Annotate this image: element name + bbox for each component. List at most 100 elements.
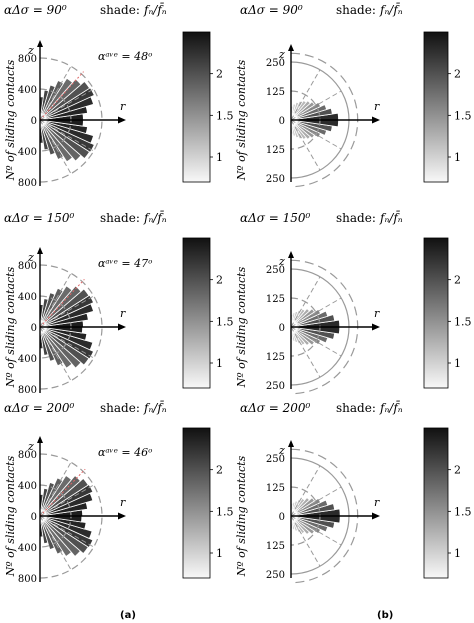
- rose-wedge: [39, 298, 49, 328]
- average-angle-line: [39, 468, 86, 517]
- rose-wedge: [39, 119, 95, 144]
- z-axis-arrowhead: [288, 440, 294, 447]
- guide-radial: [290, 276, 321, 328]
- rose-wedge: [39, 84, 56, 121]
- y-axis-label: Nº of sliding contacts: [235, 266, 248, 388]
- tick-label: 0: [279, 323, 285, 334]
- rose-wedge: [290, 497, 310, 517]
- tick-label: 400: [18, 147, 37, 158]
- rose-wedge: [39, 89, 50, 121]
- colorbar-tick-label: 1: [216, 357, 223, 370]
- guide-radial: [290, 297, 342, 328]
- tick-label: 0: [279, 512, 285, 523]
- colorbar-tick-label: 1.5: [216, 315, 234, 328]
- rose-wedge: [39, 515, 93, 540]
- tick-label: 250: [266, 570, 285, 581]
- colorbar-tick-label: 1.5: [216, 109, 234, 122]
- guide-radial: [290, 69, 321, 121]
- guide-circle: [39, 453, 103, 579]
- y-axis-label: Nº of sliding contacts: [235, 455, 248, 577]
- rose-chart-a-2: αΔσ = 150⁰ shade: fₙ/f̄ₙ αᵃᵛᵉ = 47ᵒ z r 800 400…: [4, 209, 234, 396]
- r-axis-label: r: [374, 100, 380, 113]
- chart-title-shade: shade:: [336, 3, 376, 17]
- colorbar-tick-label: 1: [454, 357, 461, 370]
- tick-label: 0: [279, 116, 285, 127]
- tick-label: 400: [18, 85, 37, 96]
- r-axis-label: r: [374, 307, 380, 320]
- rose-wedge: [290, 103, 297, 121]
- guide-radial: [290, 486, 342, 517]
- guide-radial: [39, 66, 72, 121]
- chart-title-shade: shade:: [100, 211, 140, 225]
- guide-radial: [39, 119, 94, 152]
- rose-chart-b-2: αΔσ = 150⁰ shade: fₙ/f̄ₙ z r 250 125 0 125 250 Nº …: [235, 209, 472, 395]
- chart-title-shade: shade:: [100, 401, 140, 415]
- colorbar: [423, 237, 449, 389]
- z-axis-label: z: [27, 440, 34, 453]
- average-angle-label: αᵃᵛᵉ = 48ᵒ: [98, 50, 152, 63]
- r-axis-label: r: [120, 307, 126, 320]
- guide-radial: [290, 119, 342, 150]
- rose-wedge: [39, 326, 95, 360]
- rose-wedge: [39, 487, 49, 517]
- r-axis-arrowhead: [118, 323, 126, 331]
- rose-wedge: [290, 101, 300, 121]
- guide-radial: [290, 119, 321, 171]
- chart-title-shade: shade:: [100, 3, 140, 17]
- z-axis-label: z: [27, 44, 34, 57]
- guide-radial: [39, 295, 94, 328]
- tick-label: 125: [266, 352, 285, 363]
- tick-label: 0: [31, 323, 37, 334]
- colorbar: [423, 31, 449, 183]
- z-axis-label: z: [27, 251, 34, 264]
- z-axis-arrowhead: [288, 44, 294, 51]
- rose-wedge: [39, 484, 94, 517]
- tick-label: 250: [266, 58, 285, 69]
- tick-label: 250: [266, 265, 285, 276]
- rose-wedge: [39, 285, 73, 328]
- colorbar: [182, 237, 211, 389]
- tick-label: 0: [31, 116, 37, 127]
- average-angle-line: [39, 71, 84, 121]
- z-axis-arrowhead: [37, 247, 43, 254]
- rose-wedge: [39, 285, 82, 328]
- r-axis-arrowhead: [372, 116, 380, 124]
- average-angle-label: αᵃᵛᵉ = 47ᵒ: [98, 257, 152, 270]
- guide-radial: [39, 462, 72, 517]
- colorbar-tick-label: 1.5: [216, 505, 234, 518]
- r-axis-label: r: [120, 496, 126, 509]
- rose-wedge: [39, 515, 94, 548]
- colorbar: [423, 427, 449, 579]
- colorbar: [182, 31, 211, 183]
- chart-title-shade: shade:: [336, 401, 376, 415]
- rose-wedge: [39, 326, 94, 351]
- guide-circle: [39, 57, 103, 183]
- chart-title-variable: fₙ/f̄ₙ: [143, 399, 167, 415]
- chart-title-shade: shade:: [336, 211, 376, 225]
- panel-label-b: (b): [377, 610, 393, 621]
- rose-wedge: [39, 326, 88, 341]
- z-axis-label: z: [278, 48, 285, 61]
- rose-wedge: [39, 119, 95, 153]
- guide-radial: [290, 515, 342, 546]
- rose-wedge: [290, 497, 306, 517]
- tick-label: 400: [18, 543, 37, 554]
- colorbar-tick-label: 1: [454, 547, 461, 560]
- rose-chart-b-1: αΔσ = 90⁰ shade: fₙ/f̄ₙ z r 250 125 0 125 250 Nº o…: [235, 1, 472, 188]
- panel-label-a: (a): [120, 610, 136, 621]
- z-axis-arrowhead: [37, 40, 43, 47]
- rose-wedge: [290, 308, 310, 328]
- chart-title-angle: αΔσ = 90⁰: [240, 3, 303, 17]
- average-angle-label: αᵃᵛᵉ = 46ᵒ: [98, 446, 152, 459]
- guide-radial: [39, 326, 72, 381]
- colorbar-tick-label: 1: [454, 151, 461, 164]
- chart-title-angle: αΔσ = 150⁰: [4, 211, 75, 225]
- colorbar-tick-label: 2: [454, 464, 461, 477]
- z-axis-label: z: [278, 444, 285, 457]
- colorbar: [182, 427, 211, 579]
- colorbar-tick-label: 2: [216, 274, 223, 287]
- guide-radial: [39, 88, 94, 121]
- guide-radial: [39, 484, 94, 517]
- guide-circle: [39, 264, 103, 390]
- guide-radial: [39, 515, 72, 570]
